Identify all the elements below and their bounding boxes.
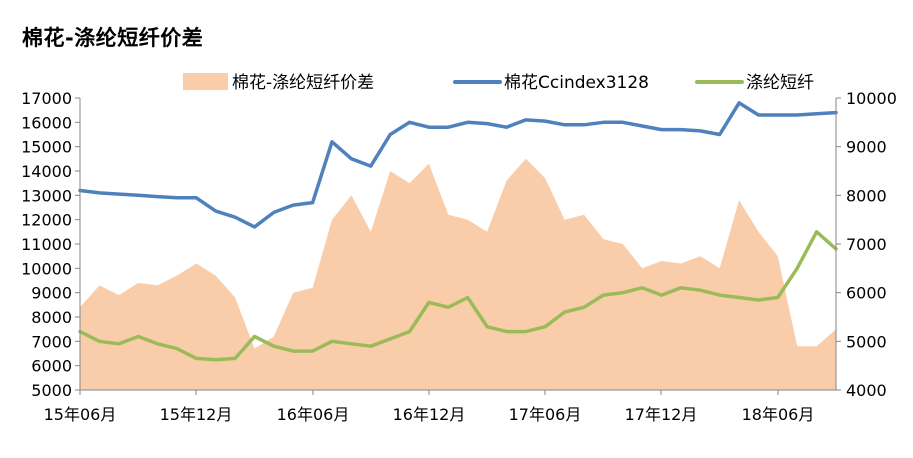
legend-label-cotton: 棉花Ccindex3128 [504,73,649,93]
chart-title: 棉花-涤纶短纤价差 [22,26,204,50]
legend-swatch-spread [183,73,228,90]
left-tick-label: 14000 [21,162,72,181]
x-tick-label: 16年12月 [393,405,466,424]
series-line-polyester [78,230,838,362]
right-tick-label: 6000 [846,284,887,303]
x-tick-label: 17年12月 [625,405,698,424]
left-tick-label: 5000 [31,381,72,400]
series-area-spread [80,158,836,390]
left-tick-label: 15000 [21,138,72,157]
left-tick-label: 11000 [21,235,72,254]
x-tick-label: 15年06月 [44,405,117,424]
right-tick-label: 7000 [846,235,887,254]
right-tick-label: 5000 [846,332,887,351]
right-tick-label: 4000 [846,381,887,400]
x-tick-label: 18年06月 [742,405,815,424]
left-tick-label: 17000 [21,89,72,108]
series-line-cotton [78,101,838,229]
x-tick-label: 17年06月 [509,405,582,424]
left-tick-label: 8000 [31,308,72,327]
left-tick-label: 13000 [21,186,72,205]
left-tick-label: 9000 [31,284,72,303]
left-tick-label: 10000 [21,259,72,278]
x-tick-label: 16年06月 [277,405,350,424]
legend-label-spread: 棉花-涤纶短纤价差 [232,73,374,93]
right-tick-label: 10000 [846,89,897,108]
right-tick-label: 9000 [846,138,887,157]
left-tick-label: 12000 [21,211,72,230]
left-tick-label: 7000 [31,332,72,351]
right-tick-label: 8000 [846,186,887,205]
x-tick-label: 15年12月 [160,405,233,424]
left-tick-label: 6000 [31,357,72,376]
left-tick-label: 16000 [21,113,72,132]
legend-label-polyester: 涤纶短纤 [746,73,814,93]
